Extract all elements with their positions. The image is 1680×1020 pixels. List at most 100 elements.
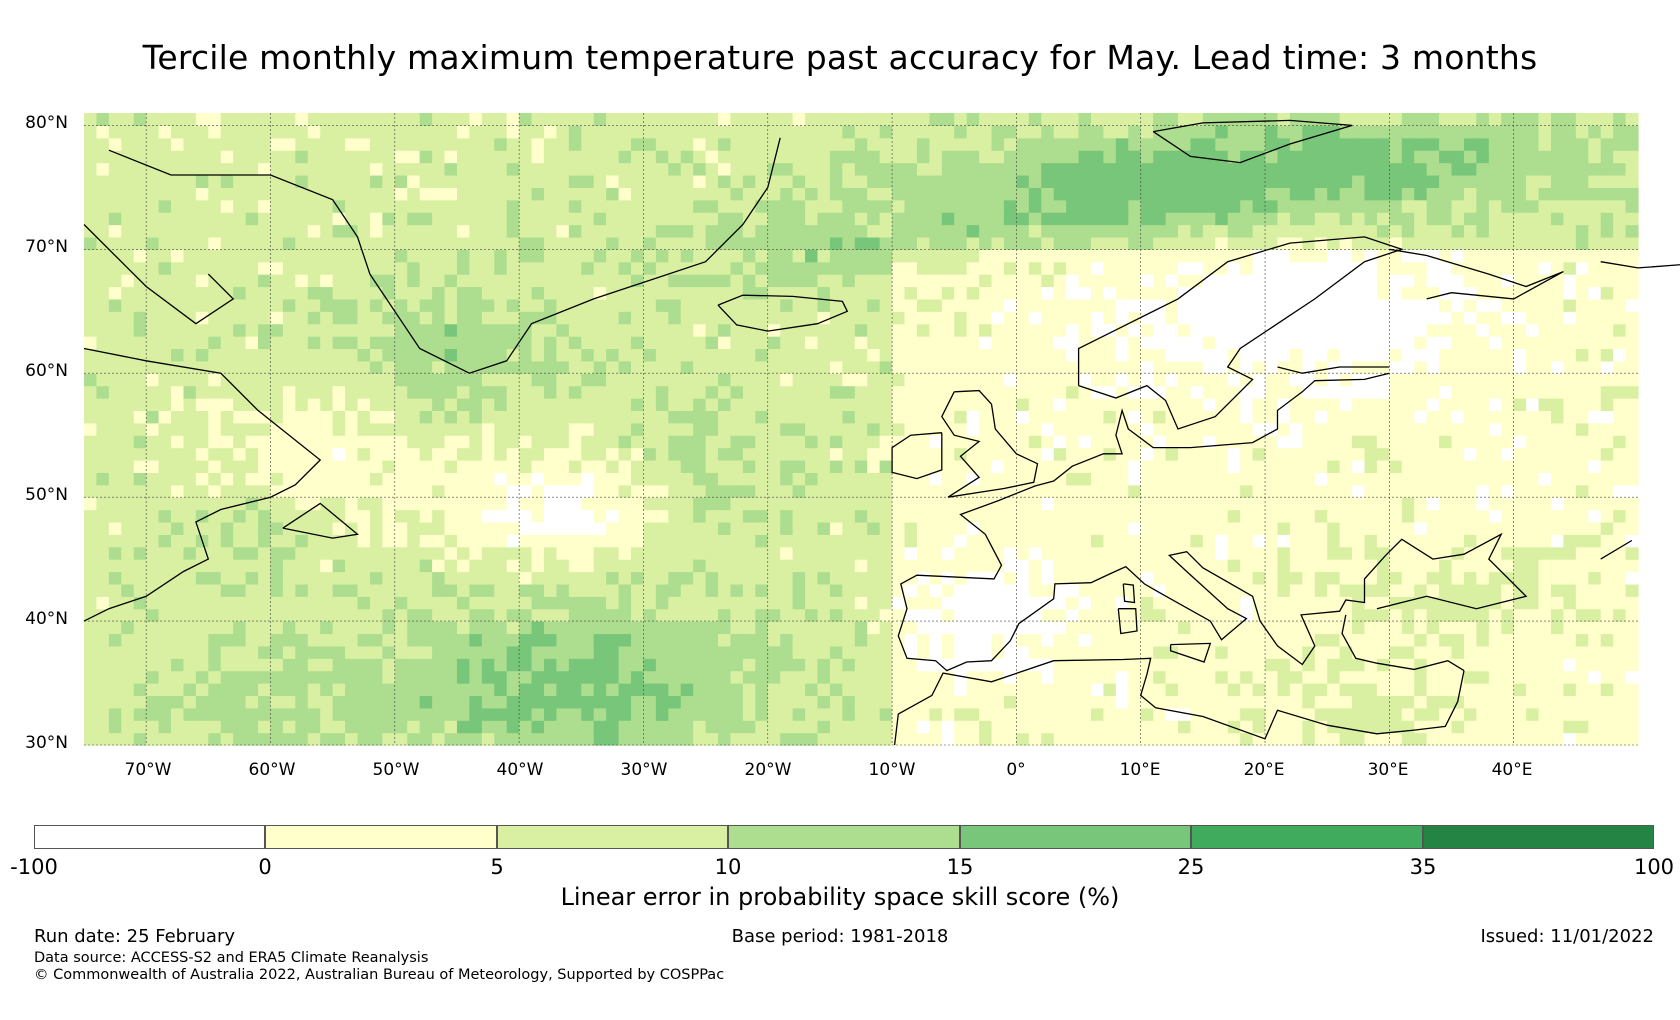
grid-cell xyxy=(1053,398,1067,412)
grid-cell xyxy=(1202,695,1216,709)
grid-cell xyxy=(892,422,906,436)
grid-cell xyxy=(506,286,520,300)
grid-cell xyxy=(767,484,781,498)
grid-cell xyxy=(270,298,284,312)
grid-cell xyxy=(195,484,209,498)
grid-cell xyxy=(966,410,980,424)
grid-cell xyxy=(1016,670,1030,684)
grid-cell xyxy=(805,497,819,511)
grid-cell xyxy=(1128,162,1142,176)
grid-cell xyxy=(1190,497,1204,511)
grid-cell xyxy=(966,125,980,139)
grid-cell xyxy=(892,484,906,498)
grid-cell xyxy=(1128,484,1142,498)
grid-cell xyxy=(1252,274,1266,288)
grid-cell xyxy=(1028,484,1042,498)
grid-cell xyxy=(506,720,520,734)
grid-cell xyxy=(146,720,160,734)
grid-cell xyxy=(1078,546,1092,560)
grid-cell xyxy=(146,621,160,635)
grid-cell xyxy=(419,447,433,461)
grid-cell xyxy=(1128,509,1142,523)
grid-cell xyxy=(432,150,446,164)
grid-cell xyxy=(208,559,222,573)
grid-cell xyxy=(631,323,645,337)
grid-cell xyxy=(755,608,769,622)
grid-cell xyxy=(345,113,359,126)
grid-cell xyxy=(718,187,732,201)
grid-cell xyxy=(108,497,122,511)
grid-cell xyxy=(1178,435,1192,449)
grid-cell xyxy=(1190,695,1204,709)
grid-cell xyxy=(606,720,620,734)
grid-cell xyxy=(1190,249,1204,263)
grid-cell xyxy=(1240,298,1254,312)
grid-cell xyxy=(581,670,595,684)
grid-cell xyxy=(904,212,918,226)
grid-cell xyxy=(755,670,769,684)
grid-cell xyxy=(456,670,470,684)
grid-cell xyxy=(320,683,334,697)
grid-cell xyxy=(979,199,993,213)
grid-cell xyxy=(407,608,421,622)
grid-cell xyxy=(158,596,172,610)
grid-cell xyxy=(631,249,645,263)
grid-cell xyxy=(481,311,495,325)
grid-cell xyxy=(220,732,234,746)
grid-cell xyxy=(755,249,769,263)
grid-cell xyxy=(867,645,881,659)
grid-cell xyxy=(991,608,1005,622)
grid-cell xyxy=(84,422,98,436)
grid-cell xyxy=(320,633,334,647)
grid-cell xyxy=(718,113,732,126)
grid-cell xyxy=(1078,224,1092,238)
grid-cell xyxy=(755,274,769,288)
grid-cell xyxy=(792,212,806,226)
grid-cell xyxy=(357,174,371,188)
grid-cell xyxy=(96,249,110,263)
grid-cell xyxy=(382,360,396,374)
grid-cell xyxy=(1289,323,1303,337)
grid-cell xyxy=(593,633,607,647)
grid-cell xyxy=(1041,150,1055,164)
grid-cell xyxy=(730,373,744,387)
grid-cell xyxy=(879,125,893,139)
grid-cell xyxy=(1153,583,1167,597)
grid-cell xyxy=(842,286,856,300)
grid-cell xyxy=(817,459,831,473)
grid-cell xyxy=(954,596,968,610)
grid-cell xyxy=(407,459,421,473)
grid-cell xyxy=(680,484,694,498)
grid-cell xyxy=(1277,435,1291,449)
grid-cell xyxy=(407,484,421,498)
grid-cell xyxy=(531,633,545,647)
grid-cell xyxy=(295,249,309,263)
grid-cell xyxy=(432,707,446,721)
grid-cell xyxy=(208,534,222,548)
grid-cell xyxy=(158,534,172,548)
grid-cell xyxy=(780,472,794,486)
grid-cell xyxy=(705,174,719,188)
grid-cell xyxy=(1215,559,1229,573)
grid-cell xyxy=(929,348,943,362)
grid-cell xyxy=(1016,658,1030,672)
grid-cell xyxy=(1178,398,1192,412)
grid-cell xyxy=(432,410,446,424)
grid-cell xyxy=(767,459,781,473)
grid-cell xyxy=(581,385,595,399)
grid-cell xyxy=(1090,199,1105,213)
grid-cell xyxy=(1053,683,1067,697)
grid-cell xyxy=(320,559,334,573)
grid-cell xyxy=(1265,311,1279,325)
grid-cell xyxy=(705,707,719,721)
grid-cell xyxy=(1090,658,1105,672)
grid-cell xyxy=(979,261,993,275)
grid-cell xyxy=(258,373,272,387)
grid-cell xyxy=(568,447,582,461)
grid-cell xyxy=(494,199,508,213)
grid-cell xyxy=(643,683,657,697)
grid-cell xyxy=(1053,658,1067,672)
grid-cell xyxy=(195,472,209,486)
grid-cell xyxy=(1215,311,1229,325)
grid-cell xyxy=(407,583,421,597)
